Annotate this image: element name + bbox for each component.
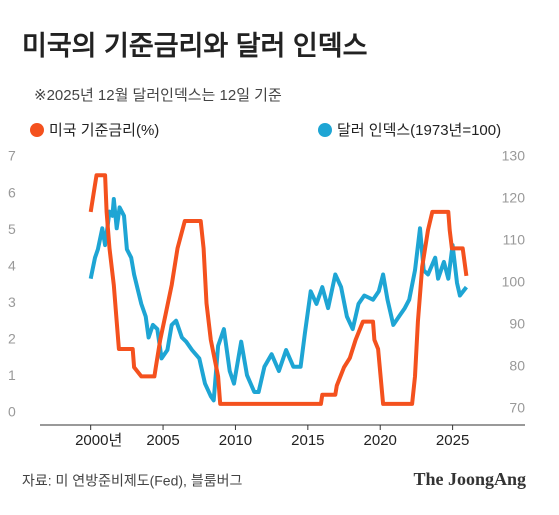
y-tick-label: 6 <box>8 184 16 200</box>
legend-label: 달러 인덱스(1973년=100) <box>337 122 501 139</box>
y-tick-label: 4 <box>8 257 16 273</box>
y2-tick-label: 70 <box>509 400 525 416</box>
y2-tick-label: 90 <box>509 316 525 332</box>
y2-tick-label: 100 <box>502 274 526 290</box>
x-tick-label: 2005 <box>146 432 179 449</box>
y2-tick-label: 110 <box>503 232 526 248</box>
x-tick-label: 2020 <box>364 432 397 449</box>
x-tick-label: 2010 <box>219 432 252 449</box>
y-tick-label: 3 <box>8 294 16 310</box>
y2-tick-label: 120 <box>502 190 526 206</box>
y-tick-label: 0 <box>8 404 16 420</box>
x-tick-label: 2015 <box>291 432 324 449</box>
y2-tick-label: 130 <box>502 148 526 164</box>
y-tick-label: 1 <box>8 367 16 383</box>
legend-label: 미국 기준금리(%) <box>49 122 159 139</box>
y2-tick-label: 80 <box>509 358 525 374</box>
legend-swatch <box>30 123 44 137</box>
logo: The JoongAng <box>413 469 526 489</box>
subtitle: ※2025년 12월 달러인덱스는 12일 기준 <box>34 87 282 104</box>
y-tick-label: 5 <box>8 221 16 237</box>
y-tick-label: 2 <box>8 331 16 347</box>
series-line <box>88 197 468 403</box>
source: 자료: 미 연방준비제도(Fed), 블룸버그 <box>22 473 242 489</box>
series-line <box>88 173 469 406</box>
chart-title: 미국의 기준금리와 달러 인덱스 <box>22 31 367 61</box>
x-tick-label: 2025 <box>436 432 469 449</box>
x-tick-label: 2000년 <box>75 432 122 449</box>
y-tick-label: 7 <box>8 148 16 164</box>
legend-swatch <box>318 123 332 137</box>
